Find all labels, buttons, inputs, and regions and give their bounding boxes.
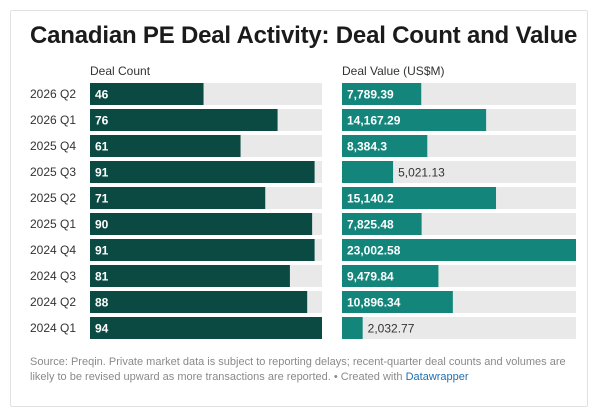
category-label: 2024 Q1 [30,321,76,335]
value-bar-track [342,317,576,339]
value-bar-track [342,161,576,183]
value-bar [342,265,439,287]
value-value-label: 7,825.48 [347,218,394,232]
value-value-label: 15,140.2 [347,192,394,206]
count-bar [90,187,266,209]
value-value-label: 10,896.34 [347,296,401,310]
count-bar [90,83,204,105]
count-bar [90,161,315,183]
count-bar [90,265,290,287]
category-label: 2025 Q2 [30,191,76,205]
category-label: 2024 Q4 [30,243,76,257]
value-bar [342,83,422,105]
value-bar [342,135,428,157]
category-label: 2024 Q2 [30,295,76,309]
chart-footer: Source: Preqin. Private market data is s… [30,355,575,385]
value-value-label: 9,479.84 [347,270,394,284]
count-value-label: 88 [95,296,109,310]
count-bar [90,317,322,339]
count-bar [90,239,315,261]
value-value-label: 7,789.39 [347,88,394,102]
footer-source-note: Source: Preqin. Private market data is s… [30,356,566,383]
datawrapper-link[interactable]: Datawrapper [405,371,469,383]
value-bar [342,317,363,339]
category-label: 2025 Q3 [30,165,76,179]
value-bar [342,161,394,183]
count-bar [90,291,308,313]
count-value-label: 91 [95,166,109,180]
value-bar [342,291,453,313]
chart-frame [10,10,588,407]
count-value-label: 91 [95,244,109,258]
category-label: 2024 Q3 [30,269,76,283]
count-value-label: 94 [95,322,109,336]
count-bar [90,135,241,157]
value-value-label: 8,384.3 [347,140,387,154]
category-label: 2026 Q2 [30,87,76,101]
deal-count-header: Deal Count [90,64,151,78]
chart-title: Canadian PE Deal Activity: Deal Count an… [30,22,578,49]
count-value-label: 90 [95,218,109,232]
count-bar [90,109,278,131]
value-value-label: 14,167.29 [347,114,401,128]
deal-value-header: Deal Value (US$M) [342,64,445,78]
value-value-label: 2,032.77 [368,322,415,336]
count-value-label: 76 [95,114,109,128]
value-value-label: 5,021.13 [398,166,445,180]
category-label: 2025 Q4 [30,139,76,153]
value-bar [342,109,487,131]
value-bar [342,187,497,209]
category-label: 2026 Q1 [30,113,76,127]
value-bar [342,239,576,261]
count-value-label: 81 [95,270,109,284]
count-value-label: 71 [95,192,109,206]
count-value-label: 46 [95,88,109,102]
count-bar [90,213,313,235]
count-value-label: 61 [95,140,109,154]
value-value-label: 23,002.58 [347,244,401,258]
value-bar [342,213,422,235]
category-label: 2025 Q1 [30,217,76,231]
